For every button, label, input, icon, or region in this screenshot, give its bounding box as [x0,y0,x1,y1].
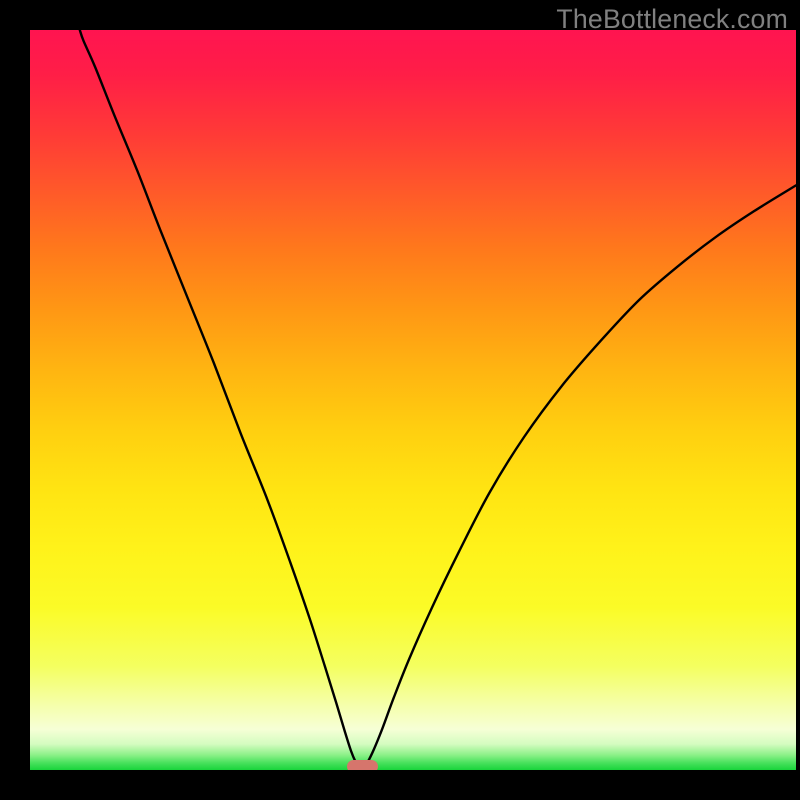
frame-right [796,0,800,800]
watermark-text: TheBottleneck.com [556,4,788,35]
bottleneck-plot [0,0,800,800]
frame-left [0,0,30,800]
gradient-background [30,30,796,770]
frame-bottom [0,770,800,800]
chart-canvas: TheBottleneck.com [0,0,800,800]
